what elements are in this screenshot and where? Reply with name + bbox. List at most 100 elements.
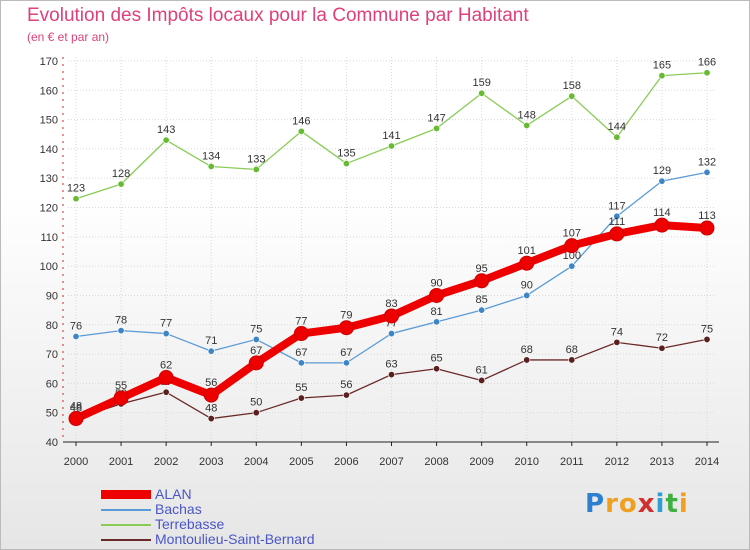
data-label-terrebasse: 144 [608, 121, 626, 133]
data-label-bachas: 76 [70, 320, 82, 332]
data-point-terrebasse [433, 125, 439, 131]
data-label-bachas: 78 [115, 315, 127, 327]
data-label-terrebasse: 148 [518, 109, 536, 121]
x-tick-label: 2005 [289, 456, 313, 468]
data-label-bachas: 132 [698, 156, 716, 168]
x-tick-label: 2000 [64, 456, 88, 468]
data-label-alan: 95 [476, 263, 488, 275]
legend-item-montoulieu: Montoulieu-Saint-Bernard [101, 532, 315, 547]
data-label-terrebasse: 158 [563, 80, 581, 92]
legend-item-bachas: Bachas [101, 502, 315, 517]
data-point-montoulieu-saint-bernard [524, 357, 530, 363]
data-point-montoulieu-saint-bernard [388, 371, 394, 377]
data-point-terrebasse [163, 137, 169, 143]
data-label-alan: 79 [340, 310, 352, 322]
y-tick-label: 150 [40, 115, 58, 127]
data-point-bachas [478, 307, 484, 313]
data-label-alan: 90 [430, 277, 442, 289]
data-point-montoulieu-saint-bernard [163, 389, 169, 395]
legend-label-alan: ALAN [155, 487, 192, 502]
proxiti-logo: Proxiti [585, 489, 689, 519]
y-tick-label: 100 [40, 261, 58, 273]
legend-item-terrebasse: Terrebasse [101, 517, 315, 532]
data-label-terrebasse: 133 [247, 153, 265, 165]
data-label-montoulieu-saint-bernard: 68 [566, 344, 578, 356]
data-label-alan: 77 [295, 316, 307, 328]
x-tick-label: 2014 [695, 456, 719, 468]
data-point-montoulieu-saint-bernard [704, 336, 710, 342]
x-tick-label: 2003 [199, 456, 223, 468]
data-label-alan: 67 [250, 345, 262, 357]
data-point-alan [159, 371, 173, 385]
legend-swatch-bachas [101, 509, 151, 511]
x-tick-label: 2012 [605, 456, 629, 468]
data-point-alan [385, 309, 399, 323]
x-tick-label: 2001 [109, 456, 133, 468]
data-point-alan [475, 274, 489, 288]
data-point-bachas [569, 263, 575, 269]
data-point-terrebasse [298, 128, 304, 134]
x-tick-label: 2006 [334, 456, 358, 468]
data-label-bachas: 77 [160, 318, 172, 330]
data-label-montoulieu-saint-bernard: 61 [476, 364, 488, 376]
legend-label-montoulieu: Montoulieu-Saint-Bernard [155, 532, 315, 547]
data-point-terrebasse [704, 70, 710, 76]
y-tick-label: 60 [46, 378, 58, 390]
y-tick-label: 120 [40, 203, 58, 215]
y-tick-label: 80 [46, 320, 58, 332]
data-point-alan [520, 256, 534, 270]
y-tick-label: 40 [46, 437, 58, 449]
legend-label-terrebasse: Terrebasse [155, 517, 224, 532]
x-tick-label: 2008 [424, 456, 448, 468]
data-point-bachas [73, 333, 79, 339]
data-point-terrebasse [569, 93, 575, 99]
data-label-montoulieu-saint-bernard: 55 [295, 382, 307, 394]
legend-item-alan: ALAN [101, 487, 315, 502]
data-label-montoulieu-saint-bernard: 50 [250, 397, 262, 409]
data-point-alan [655, 218, 669, 232]
data-label-terrebasse: 166 [698, 57, 716, 69]
data-label-bachas: 67 [340, 347, 352, 359]
data-point-bachas [163, 330, 169, 336]
data-label-terrebasse: 128 [112, 168, 130, 180]
legend-label-bachas: Bachas [155, 502, 202, 517]
x-tick-label: 2002 [154, 456, 178, 468]
data-label-bachas: 129 [653, 165, 671, 177]
legend-swatch-terrebasse [101, 524, 151, 526]
data-point-bachas [118, 327, 124, 333]
data-label-montoulieu-saint-bernard: 48 [205, 403, 217, 415]
data-point-montoulieu-saint-bernard [433, 366, 439, 372]
data-point-bachas [704, 169, 710, 175]
data-point-montoulieu-saint-bernard [659, 345, 665, 351]
x-tick-label: 2011 [560, 456, 584, 468]
data-point-alan [610, 227, 624, 241]
data-label-alan: 114 [653, 207, 671, 219]
data-label-terrebasse: 141 [382, 130, 400, 142]
data-point-montoulieu-saint-bernard [298, 395, 304, 401]
y-tick-label: 170 [40, 56, 58, 68]
x-tick-label: 2013 [650, 456, 674, 468]
data-point-alan [249, 356, 263, 370]
x-tick-label: 2004 [244, 456, 268, 468]
data-label-terrebasse: 165 [653, 60, 671, 72]
data-label-montoulieu-saint-bernard: 65 [430, 353, 442, 365]
data-point-bachas [298, 360, 304, 366]
logo-letter: i [656, 489, 666, 519]
data-label-terrebasse: 143 [157, 124, 175, 136]
legend-swatch-montoulieu [101, 539, 151, 541]
data-point-bachas [433, 319, 439, 325]
y-tick-label: 140 [40, 144, 58, 156]
data-point-terrebasse [208, 163, 214, 169]
data-point-alan [69, 412, 83, 426]
data-point-montoulieu-saint-bernard [569, 357, 575, 363]
data-point-montoulieu-saint-bernard [208, 415, 214, 421]
x-tick-label: 2010 [514, 456, 538, 468]
data-point-alan [204, 388, 218, 402]
x-tick-label: 2009 [469, 456, 493, 468]
logo-letter: t [665, 489, 678, 519]
y-tick-label: 160 [40, 85, 58, 97]
data-point-terrebasse [478, 90, 484, 96]
data-point-terrebasse [659, 72, 665, 78]
data-point-bachas [524, 292, 530, 298]
legend: ALAN Bachas Terrebasse Montoulieu-Saint-… [101, 487, 315, 547]
